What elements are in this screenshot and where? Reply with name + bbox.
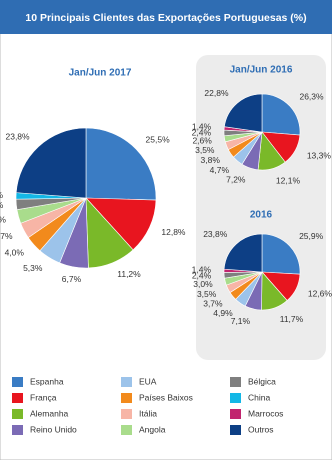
value-label: 23,8% [5, 131, 30, 141]
header [0, 0, 332, 34]
value-label: 3,0% [193, 279, 213, 289]
value-label: 2,6% [192, 135, 212, 145]
value-label: 2,4% [0, 200, 4, 210]
legend-swatch [230, 425, 241, 435]
legend-swatch [121, 409, 132, 419]
value-label: 3,7% [203, 299, 223, 309]
legend-swatch [12, 393, 23, 403]
legend-label: Itália [139, 408, 157, 418]
value-label: 4,9% [213, 308, 233, 318]
pie-slice [15, 127, 87, 199]
value-label: 3,8% [201, 155, 221, 165]
value-label: 1,4% [192, 121, 212, 131]
legend-swatch [230, 377, 241, 387]
legend-label: Angola [139, 424, 166, 434]
pie-slice [223, 233, 263, 273]
pie-slice [261, 93, 301, 136]
pie-title: Jan/Jun 2016 [230, 65, 293, 76]
value-label: 3,7% [0, 231, 13, 241]
value-label: 22,8% [204, 88, 229, 98]
legend-swatch [121, 393, 132, 403]
value-label: 5,3% [23, 263, 43, 273]
value-label: 11,2% [117, 269, 141, 279]
legend-swatch [12, 377, 23, 387]
legend-swatch [121, 377, 132, 387]
value-label: 12,6% [308, 289, 332, 299]
value-label: 4,0% [5, 247, 25, 257]
value-label: 1,5% [0, 190, 3, 200]
legend-label: Países Baixos [139, 392, 193, 402]
value-label: 12,8% [161, 227, 186, 237]
value-label: 3,2% [0, 214, 6, 224]
legend-label: Bélgica [248, 376, 276, 386]
value-label: 26,3% [299, 92, 324, 102]
value-label: 6,7% [62, 274, 82, 284]
pie-slice [224, 93, 263, 133]
legend-label: China [248, 392, 270, 402]
pie-slice [85, 127, 157, 201]
value-label: 2,4% [192, 271, 212, 281]
legend-swatch [12, 409, 23, 419]
legend-label: Espanha [30, 376, 64, 386]
pie-title: Jan/Jun 2017 [69, 68, 132, 79]
legend-label: EUA [139, 376, 157, 386]
pie-title: 2016 [250, 210, 273, 221]
value-label: 12,1% [276, 175, 301, 185]
value-label: 7,1% [231, 316, 251, 326]
legend-label: Reino Unido [30, 424, 77, 434]
value-label: 1,4% [192, 265, 212, 275]
pie-slice [261, 233, 301, 275]
legend-swatch [12, 425, 23, 435]
value-label: 25,9% [299, 231, 324, 241]
legend-swatch [230, 409, 241, 419]
value-label: 3,5% [195, 145, 215, 155]
value-label: 3,5% [197, 289, 217, 299]
pie-slice [85, 197, 157, 251]
legend-swatch [121, 425, 132, 435]
legend-label: Outros [248, 424, 274, 434]
legend-label: Alemanha [30, 408, 69, 418]
value-label: 11,7% [280, 314, 304, 324]
legend-label: França [30, 392, 57, 402]
chart-title: 10 Principais Clientes das Exportações P… [25, 12, 306, 24]
value-label: 7,2% [226, 175, 246, 185]
value-label: 13,3% [307, 151, 332, 161]
value-label: 23,8% [203, 229, 228, 239]
legend-swatch [230, 393, 241, 403]
value-label: 2,4% [192, 127, 212, 137]
legend-label: Marrocos [248, 408, 283, 418]
value-label: 25,5% [146, 134, 171, 144]
value-label: 4,7% [210, 165, 230, 175]
